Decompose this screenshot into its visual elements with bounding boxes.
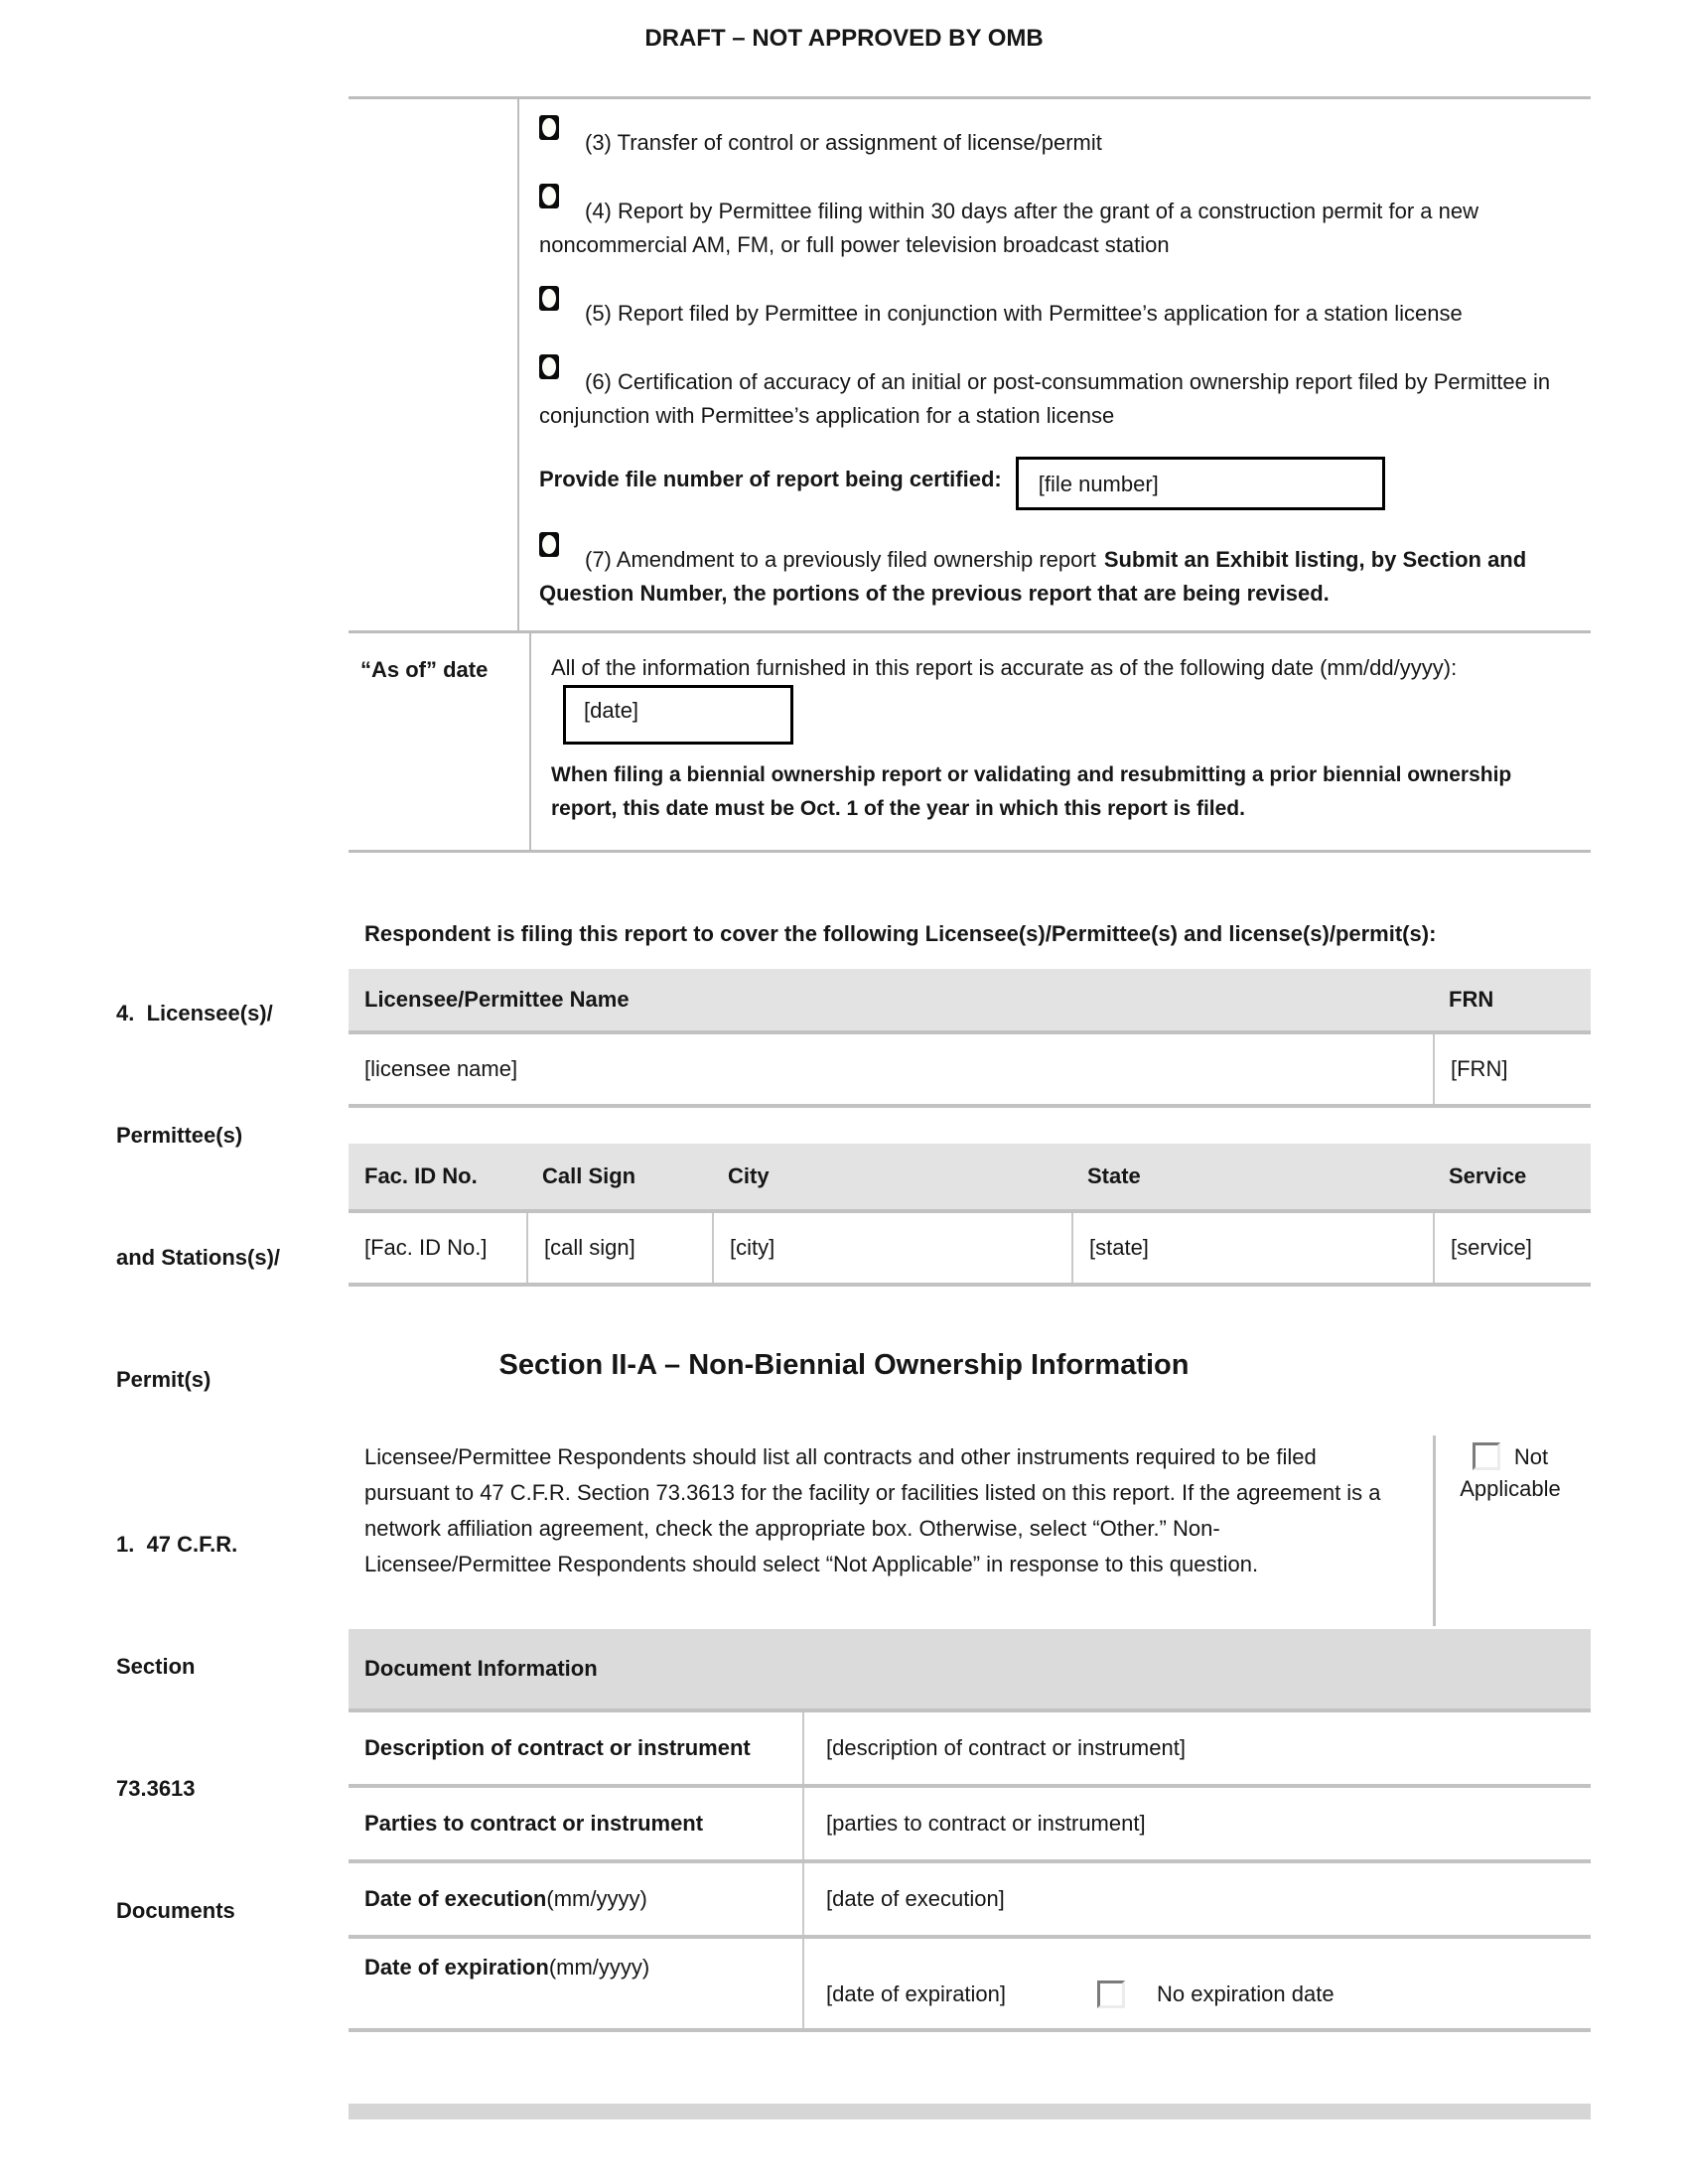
radio-icon[interactable] [539,115,559,140]
date-of-execution-label: Date of execution (mm/yyyy) [364,1886,647,1911]
city-value: [city] [712,1213,1071,1283]
table-row: Date of expiration (mm/yyyy) [date of ex… [349,1939,1591,2032]
call-sign-value: [call sign] [526,1213,712,1283]
question-4-label: 4. Licensee(s)/ Permittee(s) and Station… [116,1001,281,1392]
no-expiration-label: No expiration date [1157,1981,1335,2006]
date-of-expiration-cell: [date of expiration] No expiration date [802,1939,1591,2028]
fac-id-value: [Fac. ID No.] [364,1235,488,1260]
parties-value: [parties to contract or instrument] [802,1788,1591,1859]
option-4: (4) Report by Permittee filing within 30… [539,184,1567,262]
radio-icon[interactable] [539,354,559,379]
option-6: (6) Certification of accuracy of an init… [539,354,1567,433]
state-value: [state] [1071,1213,1433,1283]
fac-id-header: Fac. ID No. [364,1163,478,1188]
file-number-input[interactable]: [file number] [1015,457,1385,510]
question-4-intro: Respondent is filing this report to cove… [364,921,1437,946]
facility-table-header: Fac. ID No. Call Sign City State Service [349,1144,1591,1213]
state-header: State [1087,1163,1141,1188]
date-of-expiration-label: Date of expiration (mm/yyyy) [364,1955,650,1979]
licensee-table: Licensee/Permittee Name FRN [licensee na… [349,969,1591,1108]
as-of-date-row-label: “As of” date [349,633,531,850]
service-value: [service] [1433,1213,1591,1283]
call-sign-header: Call Sign [542,1163,636,1188]
document-information-header: Document Information [349,1629,1591,1712]
service-header: Service [1449,1163,1527,1188]
description-label: Description of contract or instrument [364,1735,751,1760]
radio-icon[interactable] [539,184,559,208]
not-applicable-label: Not Applicable [1460,1444,1561,1501]
as-of-statement-text: All of the information furnished in this… [551,655,1458,680]
question-1-label: 1. 47 C.F.R. Section 73.3613 Documents [116,1532,238,1923]
option-5: (5) Report filed by Permittee in conjunc… [539,286,1567,331]
licensee-name-header: Licensee/Permittee Name [364,987,630,1012]
vertical-divider [1433,1435,1436,1626]
not-applicable-checkbox[interactable] [1472,1442,1500,1470]
frn-header: FRN [1449,987,1494,1012]
option-7-label: (7) Amendment to a previously filed owne… [585,547,1096,572]
document-information-table: Document Information Description of cont… [349,1629,1591,2032]
draft-watermark-title: DRAFT – NOT APPROVED BY OMB [644,25,1044,52]
not-applicable-option: Not Applicable [1436,1441,1585,1505]
option-3: (3) Transfer of control or assignment of… [539,115,1567,160]
description-value: [description of contract or instrument] [802,1712,1591,1784]
document-information-title: Document Information [364,1656,598,1681]
report-type-options-cell: (3) Transfer of control or assignment of… [519,99,1591,630]
report-type-table: (3) Transfer of control or assignment of… [349,96,1591,853]
frn-value: [FRN] [1433,1034,1591,1104]
as-of-statement: All of the information furnished in this… [551,651,1567,745]
as-of-date-cell: All of the information furnished in this… [531,633,1591,850]
no-expiration-checkbox[interactable] [1097,1980,1126,2008]
licensee-table-header: Licensee/Permittee Name FRN [349,969,1591,1034]
option-3-label: (3) Transfer of control or assignment of… [585,130,1102,155]
report-type-options-row: (3) Transfer of control or assignment of… [349,99,1591,630]
radio-icon[interactable] [539,532,559,557]
table-row: Description of contract or instrument [d… [349,1712,1591,1788]
next-section-divider-bar [349,2104,1591,2119]
option-4-label: (4) Report by Permittee filing within 30… [539,199,1478,257]
question-1-instructions: Licensee/Permittee Respondents should li… [364,1444,1381,1576]
option-7: (7) Amendment to a previously filed owne… [539,532,1567,611]
option-6-label: (6) Certification of accuracy of an init… [539,369,1551,428]
report-type-row-label-cell [349,99,519,630]
parties-label: Parties to contract or instrument [364,1811,704,1836]
licensee-name-value: [licensee name] [364,1056,518,1081]
city-header: City [728,1163,770,1188]
licensee-table-row: [licensee name] [FRN] [349,1034,1591,1108]
file-number-row: Provide file number of report being cert… [539,457,1567,510]
as-of-note: When filing a biennial ownership report … [551,763,1512,820]
as-of-date-row: “As of” date All of the information furn… [349,630,1591,853]
table-row: Date of execution (mm/yyyy) [date of exe… [349,1863,1591,1939]
radio-icon[interactable] [539,286,559,311]
option-7-exhibit-note: Submit an Exhibit listing, by Section an… [539,547,1527,606]
facility-table-row: [Fac. ID No.] [call sign] [city] [state]… [349,1213,1591,1287]
as-of-date-input[interactable]: [date] [563,685,793,745]
table-row: Parties to contract or instrument [parti… [349,1788,1591,1863]
date-of-expiration-value: [date of expiration] [826,1981,1007,2006]
file-number-label: Provide file number of report being cert… [539,467,1002,491]
section-2a-title: Section II-A – Non-Biennial Ownership In… [498,1349,1190,1381]
facility-table: Fac. ID No. Call Sign City State Service… [349,1144,1591,1287]
option-5-label: (5) Report filed by Permittee in conjunc… [585,301,1463,326]
date-of-execution-value: [date of execution] [802,1863,1591,1935]
